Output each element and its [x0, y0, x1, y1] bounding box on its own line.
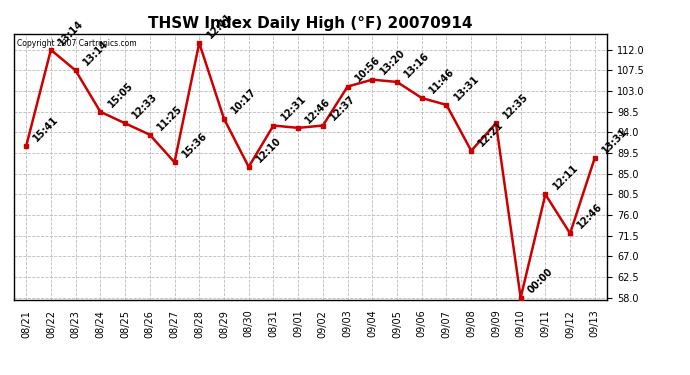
Text: 10:17: 10:17 [230, 87, 259, 116]
Text: 12:46: 12:46 [304, 96, 333, 125]
Text: 12:37: 12:37 [328, 94, 357, 123]
Text: 12:46: 12:46 [575, 202, 604, 231]
Text: 15:05: 15:05 [106, 80, 135, 109]
Text: Copyright 2007 Cartronics.com: Copyright 2007 Cartronics.com [17, 39, 137, 48]
Title: THSW Index Daily High (°F) 20070914: THSW Index Daily High (°F) 20070914 [148, 16, 473, 31]
Text: 12:31: 12:31 [279, 94, 308, 123]
Text: 12:41: 12:41 [205, 11, 234, 40]
Text: 12:21: 12:21 [477, 119, 506, 148]
Text: 15:41: 15:41 [32, 114, 61, 144]
Text: 13:14: 13:14 [81, 39, 110, 68]
Text: 11:25: 11:25 [155, 103, 184, 132]
Text: 13:16: 13:16 [402, 50, 431, 79]
Text: 10:56: 10:56 [353, 55, 382, 84]
Text: 00:00: 00:00 [526, 266, 555, 295]
Text: 15:36: 15:36 [180, 130, 209, 159]
Text: 12:33: 12:33 [130, 92, 159, 120]
Text: 11:46: 11:46 [427, 66, 456, 95]
Text: 12:10: 12:10 [254, 135, 283, 164]
Text: 13:14: 13:14 [57, 18, 86, 47]
Text: 13:20: 13:20 [378, 48, 407, 77]
Text: 12:11: 12:11 [551, 163, 580, 192]
Text: 13:31: 13:31 [600, 126, 629, 155]
Text: 12:35: 12:35 [502, 92, 531, 120]
Text: 13:31: 13:31 [452, 73, 481, 102]
